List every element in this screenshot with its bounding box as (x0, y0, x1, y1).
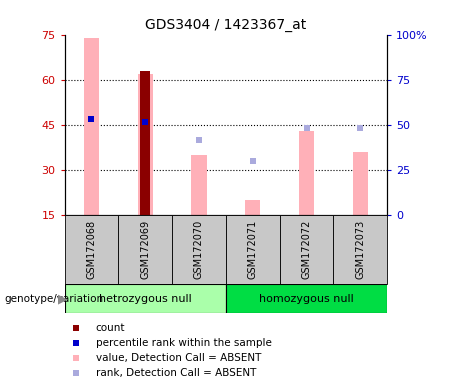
Bar (353, 152, 368, 215)
FancyBboxPatch shape (226, 215, 280, 284)
Text: ▶: ▶ (58, 292, 67, 305)
Text: count: count (95, 323, 125, 333)
Text: GSM172073: GSM172073 (355, 220, 366, 279)
Bar (245, 200, 260, 215)
Text: value, Detection Call = ABSENT: value, Detection Call = ABSENT (95, 353, 261, 363)
Text: homozygous null: homozygous null (259, 293, 354, 304)
Text: GSM172068: GSM172068 (86, 220, 96, 279)
FancyBboxPatch shape (226, 284, 387, 313)
FancyBboxPatch shape (172, 215, 226, 284)
Text: GSM172072: GSM172072 (301, 220, 312, 279)
Title: GDS3404 / 1423367_at: GDS3404 / 1423367_at (145, 18, 307, 32)
FancyBboxPatch shape (280, 215, 333, 284)
Bar (140, 71, 150, 215)
Text: GSM172070: GSM172070 (194, 220, 204, 279)
FancyBboxPatch shape (118, 215, 172, 284)
Text: GSM172069: GSM172069 (140, 220, 150, 279)
FancyBboxPatch shape (65, 284, 226, 313)
Text: genotype/variation: genotype/variation (5, 293, 104, 304)
Text: GSM172071: GSM172071 (248, 220, 258, 279)
Bar (84, 38, 99, 215)
Bar (191, 155, 207, 215)
Text: hetrozygous null: hetrozygous null (99, 293, 192, 304)
FancyBboxPatch shape (333, 215, 387, 284)
Text: rank, Detection Call = ABSENT: rank, Detection Call = ABSENT (95, 368, 256, 378)
Text: percentile rank within the sample: percentile rank within the sample (95, 338, 272, 348)
Bar (299, 131, 314, 215)
Bar (138, 74, 153, 215)
FancyBboxPatch shape (65, 215, 118, 284)
